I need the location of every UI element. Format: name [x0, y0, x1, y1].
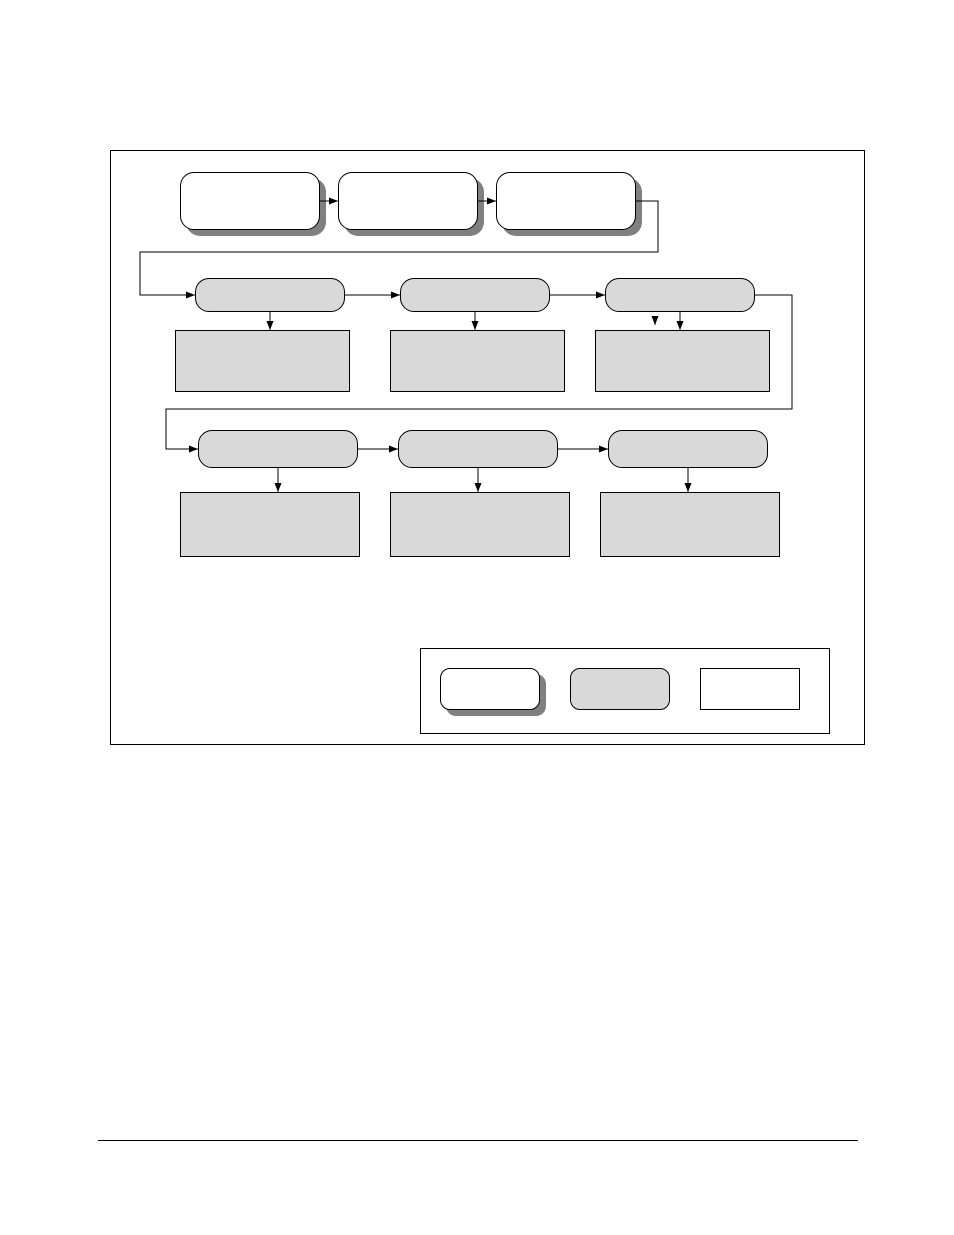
- flow-node-pill: [195, 278, 345, 312]
- flow-node-pill: [605, 278, 755, 312]
- flow-node-pill: [398, 430, 558, 468]
- flow-node-pill: [198, 430, 358, 468]
- flow-node-rect: [600, 492, 780, 557]
- flow-node-pill: [400, 278, 550, 312]
- flow-node-pill: [608, 430, 768, 468]
- flow-node-shadowed: [338, 172, 478, 230]
- flow-node-shadowed: [180, 172, 320, 230]
- page: [0, 0, 954, 1235]
- flow-node-rect: [390, 492, 570, 557]
- flow-node-rect: [175, 330, 350, 392]
- flow-node-rect: [595, 330, 770, 392]
- flow-node-rect: [180, 492, 360, 557]
- footer-rule: [98, 1140, 858, 1141]
- legend-box: [420, 648, 830, 734]
- flow-node-rect: [390, 330, 565, 392]
- flow-node-shadowed: [496, 172, 636, 230]
